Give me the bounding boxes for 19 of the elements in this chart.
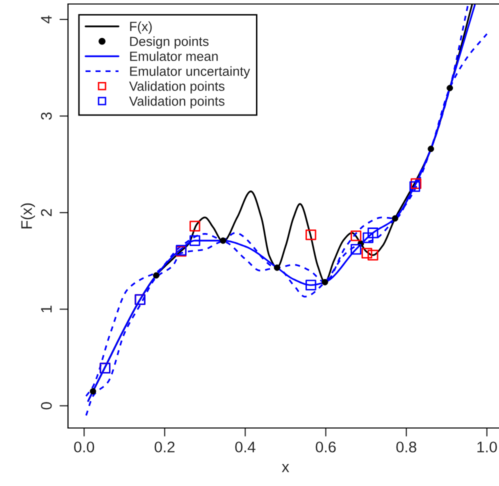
y-tick-label: 0 [40,402,52,410]
x-tick-label: 0.4 [235,442,256,452]
legend-label: Design points [130,36,209,49]
legend-label: F(x) [130,21,152,34]
x-tick-label: 0.6 [316,442,336,452]
y-tick-label: 2 [40,209,52,216]
legend-label: Emulator mean [130,51,218,62]
y-tick-label: 1 [41,306,52,312]
y-tick-label: 3 [40,112,52,120]
x-axis-title: x [282,464,290,472]
legend-label: Validation points [129,81,224,94]
y-tick-label: 4 [41,16,52,24]
legend-label: Validation points [129,96,224,108]
legend-label: Emulator uncertainty [130,66,250,79]
x-tick-label: 0.2 [154,442,175,452]
x-tick-label: 0.0 [74,442,94,452]
x-tick-label: 0.8 [396,442,416,452]
x-tick-label: 1.0 [477,442,497,452]
y-axis-title: F(x) [20,203,35,228]
